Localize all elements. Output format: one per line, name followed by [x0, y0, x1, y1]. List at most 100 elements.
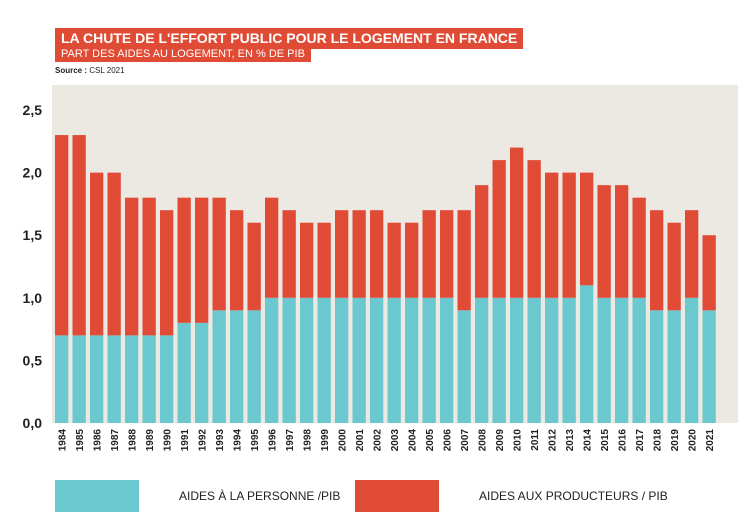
bar-producteurs-2012: [545, 172, 559, 298]
legend-label-personne: AIDES À LA PERSONNE /PIB: [179, 489, 341, 503]
x-tick-label: 2015: [600, 429, 611, 452]
bar-producteurs-2005: [422, 210, 436, 298]
bar-producteurs-2011: [527, 160, 541, 298]
bar-personne-1999: [317, 297, 331, 423]
bar-personne-2008: [475, 297, 489, 423]
bar-personne-1994: [230, 310, 244, 423]
x-tick-label: 1994: [233, 429, 244, 452]
bar-producteurs-2019: [667, 222, 681, 311]
source-note: Source : CSL 2021: [55, 66, 125, 75]
y-tick-label: 0,5: [23, 352, 43, 368]
bar-personne-2004: [405, 297, 419, 423]
x-tick-label: 1997: [285, 429, 296, 452]
legend-label-producteurs: AIDES AUX PRODUCTEURS / PIB: [479, 489, 668, 503]
legend-swatch-producteurs: [355, 480, 439, 512]
bar-producteurs-1992: [195, 197, 209, 323]
bar-personne-2020: [685, 297, 699, 423]
bar-personne-1987: [107, 335, 121, 423]
bar-personne-1985: [72, 335, 86, 423]
x-axis: 1984 1985 1986 1987 1988 1989 1990 1991 1992 1993…: [58, 429, 717, 452]
x-tick-label: 2008: [478, 429, 489, 452]
bar-personne-2016: [615, 297, 629, 423]
x-tick-label: 2010: [513, 429, 524, 452]
x-tick-label: 2009: [495, 429, 506, 452]
bar-producteurs-2017: [632, 197, 646, 298]
x-tick-label: 2007: [460, 429, 471, 452]
bar-personne-2014: [580, 285, 594, 423]
bar-producteurs-2021: [702, 235, 716, 311]
bar-producteurs-1984: [55, 135, 69, 336]
x-tick-label: 1995: [250, 429, 261, 452]
bar-personne-1989: [142, 335, 156, 423]
x-tick-label: 2011: [530, 429, 541, 451]
bar-personne-1995: [247, 310, 261, 423]
bar-producteurs-1989: [142, 197, 156, 336]
bar-personne-2005: [422, 297, 436, 423]
y-axis: 0,0 0,5 1,0 1,5 2,0 2,5: [23, 102, 43, 431]
bar-producteurs-1997: [282, 210, 296, 298]
bar-personne-2009: [492, 297, 506, 423]
x-tick-label: 2004: [408, 429, 419, 452]
bar-producteurs-1993: [212, 197, 226, 311]
bar-personne-2000: [335, 297, 349, 423]
legend-item-personne: AIDES À LA PERSONNE /PIB: [55, 480, 340, 512]
x-tick-label: 1986: [93, 429, 104, 452]
bar-producteurs-1995: [247, 222, 261, 311]
x-tick-label: 1984: [58, 429, 69, 452]
bar-personne-2018: [650, 310, 664, 423]
bar-personne-2011: [527, 297, 541, 423]
x-tick-label: 2012: [548, 429, 559, 452]
x-tick-label: 1992: [198, 429, 209, 452]
bar-producteurs-1990: [160, 210, 174, 336]
x-tick-label: 1988: [128, 429, 139, 452]
bars: [55, 135, 716, 423]
bar-personne-2001: [352, 297, 366, 423]
x-tick-label: 2016: [618, 429, 629, 452]
bar-producteurs-2010: [510, 147, 524, 298]
bar-producteurs-2015: [597, 185, 611, 298]
x-tick-label: 1990: [163, 429, 174, 452]
source-label: Source :: [55, 66, 88, 75]
x-tick-label: 2014: [583, 429, 594, 452]
stacked-bar-chart: 0,00,51,01,52,02,5 1984 1985 1986 1987 1988 1…: [23, 85, 738, 452]
bar-producteurs-2016: [615, 185, 629, 298]
x-tick-label: 1993: [215, 429, 226, 452]
bar-producteurs-2001: [352, 210, 366, 298]
bar-producteurs-2009: [492, 160, 506, 298]
bar-producteurs-2014: [580, 172, 594, 286]
bar-producteurs-2008: [475, 185, 489, 298]
source-value: CSL 2021: [89, 66, 125, 75]
y-tick-label: 0,0: [23, 415, 43, 431]
bar-personne-1991: [177, 322, 191, 423]
bar-personne-1988: [125, 335, 139, 423]
bar-producteurs-2000: [335, 210, 349, 298]
x-tick-label: 1989: [145, 429, 156, 452]
bar-personne-1986: [90, 335, 104, 423]
y-tick-label: 2,5: [23, 102, 43, 118]
x-tick-label: 2013: [565, 429, 576, 452]
bar-personne-1998: [300, 297, 314, 423]
bar-producteurs-2003: [387, 222, 401, 298]
chart-title: LA CHUTE DE L'EFFORT PUBLIC POUR LE LOGE…: [55, 28, 524, 49]
x-tick-label: 1999: [320, 429, 331, 452]
x-tick-label: 2019: [670, 429, 681, 452]
bar-producteurs-1996: [265, 197, 279, 298]
bar-producteurs-1988: [125, 197, 139, 336]
bar-personne-2015: [597, 297, 611, 423]
x-tick-label: 2020: [688, 429, 699, 452]
bar-personne-1990: [160, 335, 174, 423]
legend-item-producteurs: AIDES AUX PRODUCTEURS / PIB: [355, 480, 668, 512]
bar-personne-2003: [387, 297, 401, 423]
bar-personne-2012: [545, 297, 559, 423]
bar-producteurs-1987: [107, 172, 121, 336]
bar-producteurs-1986: [90, 172, 104, 336]
bar-producteurs-2018: [650, 210, 664, 311]
bar-personne-2021: [702, 310, 716, 423]
bar-producteurs-2006: [440, 210, 454, 298]
bar-personne-2002: [370, 297, 384, 423]
bar-producteurs-2002: [370, 210, 384, 298]
bar-producteurs-1985: [72, 135, 86, 336]
bar-personne-1993: [212, 310, 226, 423]
bar-producteurs-2004: [405, 222, 419, 298]
x-tick-label: 1987: [110, 429, 121, 452]
